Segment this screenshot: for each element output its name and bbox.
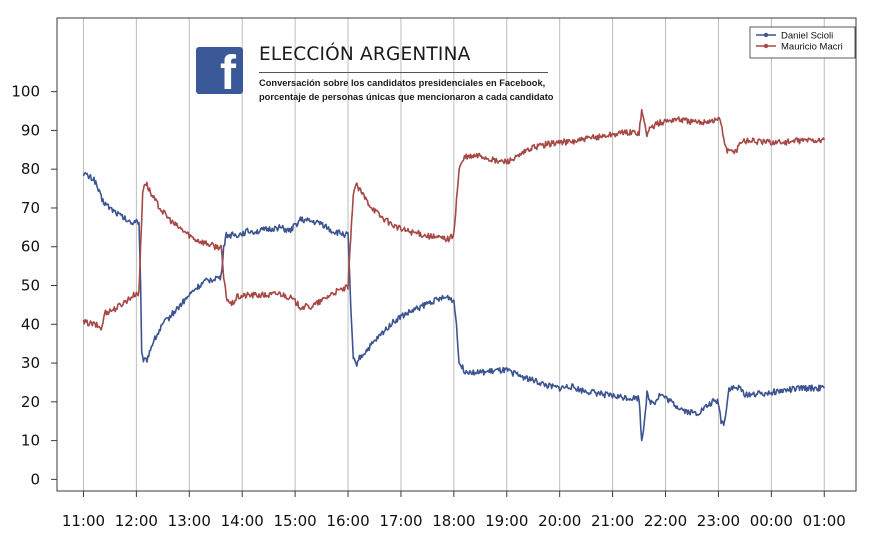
y-tick-label: 70 <box>21 199 40 217</box>
x-tick-label: 21:00 <box>591 512 634 530</box>
y-tick-label: 40 <box>21 315 40 333</box>
x-tick-label: 19:00 <box>485 512 528 530</box>
chart-subtitle-line-2: porcentaje de personas únicas que mencio… <box>259 92 554 102</box>
x-tick-label: 12:00 <box>115 512 158 530</box>
y-tick-label: 30 <box>21 354 40 372</box>
legend-label-1: Mauricio Macri <box>781 42 843 53</box>
x-tick-label: 16:00 <box>326 512 369 530</box>
y-tick-label: 20 <box>21 393 40 411</box>
series-line-0 <box>82 172 826 442</box>
x-tick-label: 15:00 <box>273 512 316 530</box>
x-tick-label: 22:00 <box>644 512 687 530</box>
y-tick-label: 80 <box>21 160 40 178</box>
grid <box>82 18 825 491</box>
series <box>82 108 826 442</box>
plot-frame <box>56 17 857 492</box>
x-tick-label: 01:00 <box>803 512 846 530</box>
x-tick-label: 00:00 <box>750 512 793 530</box>
facebook-f-icon: f <box>196 47 243 98</box>
x-tick-label: 20:00 <box>538 512 581 530</box>
y-tick-label: 50 <box>21 277 40 295</box>
legend-label-0: Daniel Scioli <box>781 31 833 42</box>
x-tick-label: 18:00 <box>432 512 475 530</box>
title-divider <box>259 72 548 73</box>
legend-marker-1 <box>763 43 769 49</box>
y-tick-label: 60 <box>21 238 40 256</box>
chart-subtitle-line-1: Conversación sobre los candidatos presid… <box>259 78 546 88</box>
y-tick-label: 10 <box>21 432 40 450</box>
y-tick-label: 100 <box>11 83 40 101</box>
x-tick-label: 23:00 <box>697 512 740 530</box>
chart-subtitle: Conversación sobre los candidatos presid… <box>259 76 579 104</box>
x-tick-label: 14:00 <box>221 512 264 530</box>
x-axis: 11:00 12:00 13:00 14:00 15:00 16:00 17:00 18:00… <box>62 491 846 530</box>
x-tick-label: 13:00 <box>168 512 211 530</box>
chart-title: ELECCIÓN ARGENTINA <box>259 44 471 65</box>
x-tick-label: 17:00 <box>379 512 422 530</box>
x-tick-label: 11:00 <box>62 512 105 530</box>
y-tick-label: 90 <box>21 121 40 139</box>
y-tick-label: 0 <box>30 470 40 488</box>
legend-box <box>749 26 856 59</box>
series-line-1 <box>82 108 826 331</box>
legend-marker-0 <box>763 32 769 38</box>
y-axis: 0 10 20 30 40 50 60 70 80 90 100 <box>11 83 57 488</box>
